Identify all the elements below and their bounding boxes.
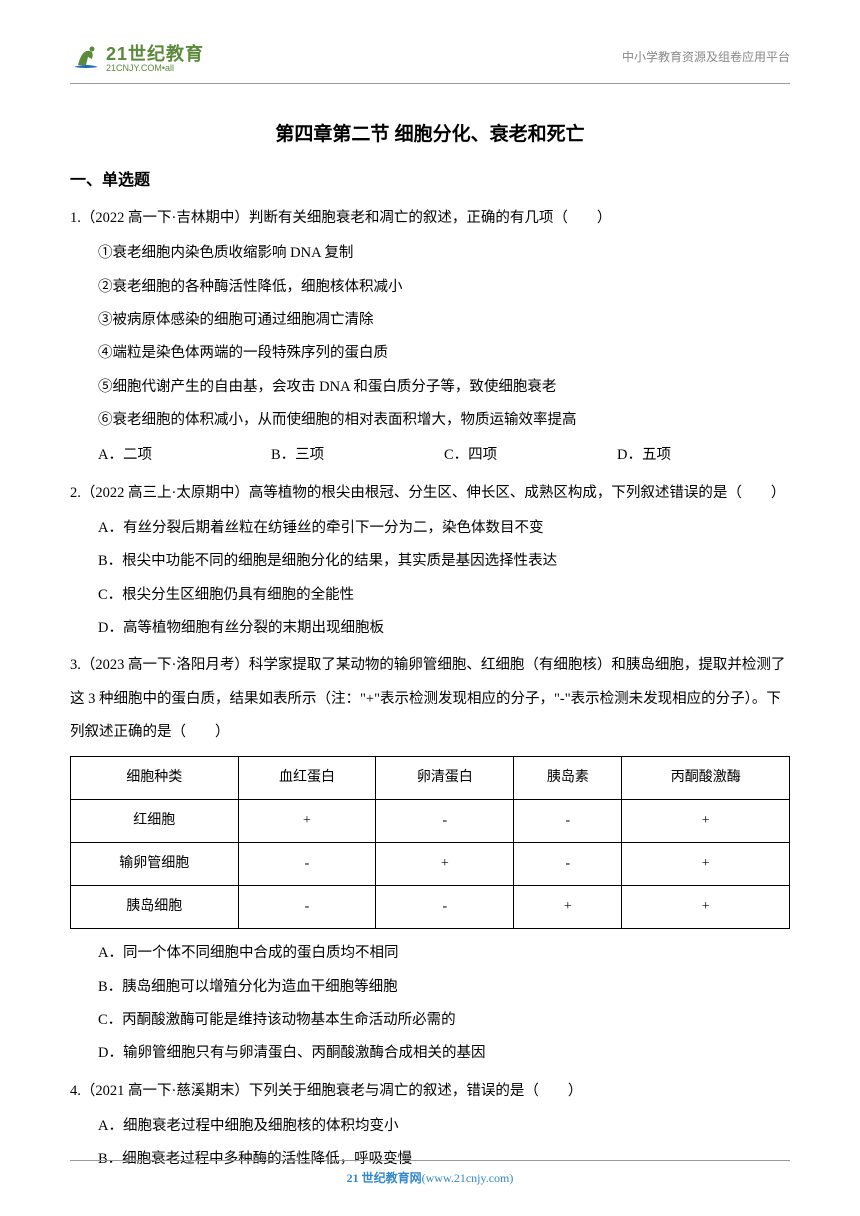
option-a: A．二项: [98, 439, 271, 472]
footer-brand: 21 世纪教育网: [347, 1171, 422, 1185]
table-cell: -: [514, 799, 622, 842]
table-header: 血红蛋白: [238, 756, 376, 799]
option-b: B．胰岛细胞可以增殖分化为造血干细胞等细胞: [70, 971, 790, 1004]
table-cell: -: [238, 886, 376, 929]
question-3: 3.（2023 高一下·洛阳月考）科学家提取了某动物的输卵管细胞、红细胞（有细胞…: [70, 649, 790, 1070]
question-item: ①衰老细胞内染色质收缩影响 DNA 复制: [70, 237, 790, 270]
table-header-row: 细胞种类 血红蛋白 卵清蛋白 胰岛素 丙酮酸激酶: [71, 756, 790, 799]
footer-text: 21 世纪教育网(www.21cnjy.com): [0, 1169, 860, 1186]
logo-brand-text: 21世纪教育: [106, 44, 204, 64]
data-table: 细胞种类 血红蛋白 卵清蛋白 胰岛素 丙酮酸激酶 红细胞 + - - + 输卵管…: [70, 756, 790, 930]
logo-area: 21世纪教育 21CNJY.COM•all: [70, 40, 204, 73]
question-stem: 3.（2023 高一下·洛阳月考）科学家提取了某动物的输卵管细胞、红细胞（有细胞…: [70, 649, 790, 749]
question-item: ②衰老细胞的各种酶活性降低，细胞核体积减小: [70, 271, 790, 304]
header-divider: [70, 83, 790, 84]
table-header: 细胞种类: [71, 756, 239, 799]
section-heading: 一、单选题: [70, 166, 790, 190]
table-header: 卵清蛋白: [376, 756, 514, 799]
footer-divider: [70, 1160, 790, 1161]
question-item: ⑥衰老细胞的体积减小，从而使细胞的相对表面积增大，物质运输效率提高: [70, 404, 790, 437]
table-row: 红细胞 + - - +: [71, 799, 790, 842]
option-b: B．根尖中功能不同的细胞是细胞分化的结果，其实质是基因选择性表达: [70, 545, 790, 578]
page-footer: 21 世纪教育网(www.21cnjy.com): [0, 1160, 860, 1186]
option-a: A．同一个体不同细胞中合成的蛋白质均不相同: [70, 937, 790, 970]
question-stem: 4.（2021 高一下·慈溪期末）下列关于细胞衰老与凋亡的叙述，错误的是（ ）: [70, 1075, 790, 1108]
option-d: D．输卵管细胞只有与卵清蛋白、丙酮酸激酶合成相关的基因: [70, 1037, 790, 1070]
question-item: ⑤细胞代谢产生的自由基，会攻击 DNA 和蛋白质分子等，致使细胞衰老: [70, 371, 790, 404]
logo-icon: [70, 41, 102, 73]
table-cell: -: [376, 886, 514, 929]
table-cell: +: [622, 886, 790, 929]
table-cell: +: [514, 886, 622, 929]
question-stem: 2.（2022 高三上·太原期中）高等植物的根尖由根冠、分生区、伸长区、成熟区构…: [70, 477, 790, 510]
option-a: A．有丝分裂后期着丝粒在纺锤丝的牵引下一分为二，染色体数目不变: [70, 512, 790, 545]
logo-sub-text: 21CNJY.COM•all: [106, 63, 204, 73]
option-c: C．丙酮酸激酶可能是维持该动物基本生命活动所必需的: [70, 1004, 790, 1037]
table-cell: 红细胞: [71, 799, 239, 842]
footer-url: (www.21cnjy.com): [422, 1171, 514, 1185]
table-cell: +: [622, 799, 790, 842]
header-right-text: 中小学教育资源及组卷应用平台: [622, 48, 790, 65]
question-1: 1.（2022 高一下·吉林期中）判断有关细胞衰老和凋亡的叙述，正确的有几项（ …: [70, 202, 790, 473]
table-cell: +: [238, 799, 376, 842]
option-a: A．细胞衰老过程中细胞及细胞核的体积均变小: [70, 1110, 790, 1143]
table-cell: -: [376, 799, 514, 842]
page-title: 第四章第二节 细胞分化、衰老和死亡: [70, 119, 790, 146]
table-header: 丙酮酸激酶: [622, 756, 790, 799]
options-row: A．二项 B．三项 C．四项 D．五项: [70, 439, 790, 472]
table-cell: 输卵管细胞: [71, 842, 239, 885]
option-c: C．根尖分生区细胞仍具有细胞的全能性: [70, 579, 790, 612]
table-cell: -: [514, 842, 622, 885]
option-d: D．高等植物细胞有丝分裂的末期出现细胞板: [70, 612, 790, 645]
table-cell: +: [622, 842, 790, 885]
question-item: ④端粒是染色体两端的一段特殊序列的蛋白质: [70, 337, 790, 370]
table-header: 胰岛素: [514, 756, 622, 799]
option-b: B．三项: [271, 439, 444, 472]
option-c: C．四项: [444, 439, 617, 472]
table-cell: +: [376, 842, 514, 885]
table-cell: 胰岛细胞: [71, 886, 239, 929]
table-cell: -: [238, 842, 376, 885]
question-item: ③被病原体感染的细胞可通过细胞凋亡清除: [70, 304, 790, 337]
question-2: 2.（2022 高三上·太原期中）高等植物的根尖由根冠、分生区、伸长区、成熟区构…: [70, 477, 790, 646]
logo-text-wrap: 21世纪教育 21CNJY.COM•all: [106, 40, 204, 73]
page-header: 21世纪教育 21CNJY.COM•all 中小学教育资源及组卷应用平台: [70, 40, 790, 73]
option-d: D．五项: [617, 439, 790, 472]
question-stem: 1.（2022 高一下·吉林期中）判断有关细胞衰老和凋亡的叙述，正确的有几项（ …: [70, 202, 790, 235]
table-row: 胰岛细胞 - - + +: [71, 886, 790, 929]
table-row: 输卵管细胞 - + - +: [71, 842, 790, 885]
